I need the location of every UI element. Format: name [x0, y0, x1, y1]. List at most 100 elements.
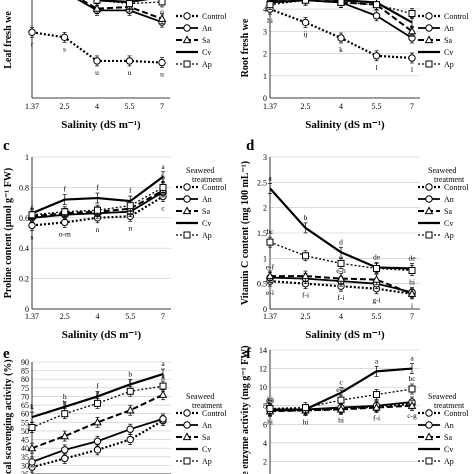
ytick-label-e: 70 — [21, 392, 29, 401]
significance-letter-f: hi — [338, 416, 344, 425]
significance-letter-c: n — [96, 225, 100, 234]
significance-letter-c: n — [128, 223, 132, 232]
legend-label-f: Control — [444, 409, 469, 418]
significance-letter-e: b — [128, 369, 132, 378]
legend-label-b: Cv — [444, 48, 453, 57]
legend-label-b: An — [444, 24, 454, 33]
significance-letter-e: a — [161, 359, 165, 368]
data-point-d-Sa — [301, 271, 310, 280]
legend-marker-e — [183, 457, 191, 465]
data-point-e-Control — [61, 454, 69, 463]
y-axis-label-d: Vitamin C content (mg 100 mL⁻¹) — [240, 161, 251, 305]
data-point-c-Control — [28, 221, 36, 230]
legend-marker-f — [425, 457, 433, 465]
significance-letter-f: c — [339, 378, 343, 387]
ytick-label-c: 0.8 — [19, 183, 29, 192]
ytick-label-f: 4 — [263, 439, 267, 448]
legend-title-c: treatment — [192, 175, 223, 184]
legend-label-c: Ap — [202, 231, 212, 240]
legend-marker-d — [425, 231, 433, 239]
legend-marker-c — [183, 183, 191, 191]
ytick-label-f: 12 — [259, 365, 267, 374]
significance-letter-b: k — [339, 45, 343, 54]
data-point-d-Sa — [372, 274, 381, 283]
ytick-label-d: 1.5 — [257, 229, 267, 238]
ytick-label-d: 2.5 — [257, 178, 267, 187]
data-point-d-Sa — [407, 289, 417, 297]
data-point-a-Control — [125, 57, 134, 65]
significance-letter-e: h — [63, 392, 67, 401]
legend-marker-a — [183, 12, 191, 20]
legend-label-c: Control — [202, 183, 227, 192]
significance-letter-d: e-f — [266, 263, 275, 272]
legend-marker-a — [182, 35, 192, 44]
panel-letter-f: f — [246, 346, 252, 362]
data-point-e-Sa — [60, 431, 69, 440]
legend-label-a: Control — [202, 12, 227, 21]
data-point-e-Sa — [126, 405, 135, 414]
legend-marker-b — [424, 35, 434, 44]
legend-label-d: An — [444, 195, 454, 204]
legend-label-e: Control — [202, 409, 227, 418]
legend-marker-e — [183, 421, 191, 429]
data-point-f-Ap — [337, 396, 345, 404]
data-point-e-An — [126, 425, 134, 433]
legend-label-a: Ap — [202, 60, 212, 69]
xtick-label-b: 4 — [339, 102, 343, 111]
data-point-d-Sa — [336, 273, 346, 282]
data-point-b-Control — [301, 18, 310, 27]
significance-letter-f: bc — [408, 374, 416, 383]
data-point-a-Control — [158, 58, 166, 67]
legend-label-c: An — [202, 195, 212, 204]
data-point-e-Sa — [158, 390, 168, 398]
xtick-label-a: 5.5 — [125, 102, 135, 111]
significance-letter-e: a — [161, 371, 165, 380]
xtick-label-c: 4 — [96, 312, 100, 321]
data-point-b-Ap — [302, 0, 309, 4]
x-axis-label-c: Salinity (dS m⁻¹) — [62, 329, 142, 341]
significance-letter-c: b — [161, 172, 165, 181]
data-point-f-Ap — [266, 405, 274, 412]
ytick-label-e: 85 — [21, 367, 29, 376]
data-point-b-Ap — [408, 10, 416, 18]
data-point-a-Sa — [157, 14, 167, 22]
significance-letter-f: e-h — [336, 385, 346, 394]
ytick-label-e: 60 — [21, 410, 29, 419]
significance-letter-c: f — [129, 186, 132, 195]
legend-marker-c — [183, 195, 191, 203]
ytick-label-e: 45 — [21, 436, 29, 445]
legend-marker-f — [425, 409, 433, 417]
legend-label-f: Ap — [444, 457, 454, 466]
legend-marker-a — [183, 24, 191, 32]
xtick-label-d: 4 — [339, 312, 343, 321]
significance-letter-d: f-i — [302, 291, 309, 300]
series-b-Ap — [266, 0, 416, 19]
data-point-a-Control — [93, 57, 101, 65]
legend-marker-c — [182, 206, 192, 215]
significance-letter-d: d — [339, 237, 343, 246]
significance-letter-b: l — [375, 63, 377, 72]
data-point-e-Ap — [159, 382, 167, 390]
xtick-label-a: 2.5 — [60, 102, 70, 111]
legend-marker-a — [183, 60, 191, 68]
ytick-label-c: 0.2 — [19, 275, 29, 284]
data-point-a-Ap — [126, 0, 133, 8]
panel-letter-d: d — [246, 138, 255, 154]
data-point-e-Control — [93, 446, 102, 454]
xtick-label-b: 2.5 — [301, 102, 311, 111]
ytick-label-b: 3 — [263, 27, 267, 36]
panel-a: 1.37 2.5 4 5.5 7 Salinity (dS m⁻¹) Leaf fresh … — [3, 0, 227, 131]
data-point-d-Ap — [266, 238, 274, 246]
xtick-label-a: 1.37 — [25, 102, 39, 111]
significance-letter-e: h — [63, 399, 67, 408]
legend-label-b: Sa — [444, 36, 452, 45]
legend-marker-e — [183, 409, 191, 417]
significance-letter-d: de — [408, 253, 416, 262]
significance-letter-d: i — [411, 301, 413, 310]
legend-marker-b — [425, 60, 433, 68]
xtick-label-c: 1.37 — [25, 312, 39, 321]
legend-label-a: Cv — [202, 48, 211, 57]
data-point-b-Control — [408, 54, 416, 62]
ytick-label-e: 75 — [21, 384, 29, 393]
ytick-label-f: 2 — [263, 457, 267, 466]
